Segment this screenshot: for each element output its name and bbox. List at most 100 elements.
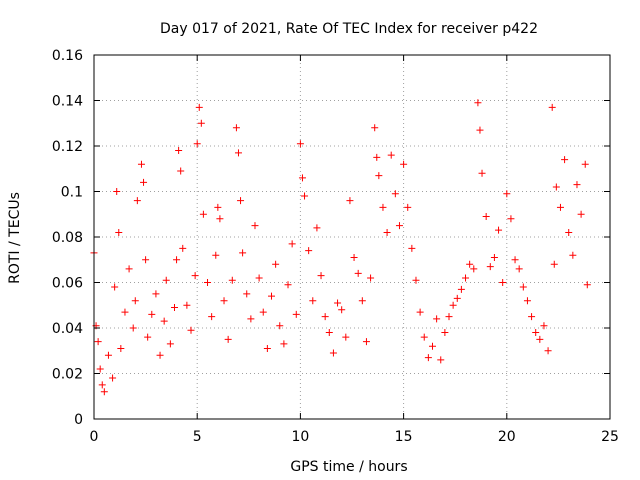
data-point: [544, 347, 552, 355]
y-tick-label: 0.04: [52, 321, 83, 337]
x-axis-ticks: 0 5 10 15 20 25: [90, 55, 619, 445]
data-point: [193, 140, 201, 148]
data-point: [511, 256, 519, 264]
data-point: [251, 222, 259, 230]
data-point: [212, 251, 220, 259]
y-tick-label: 0.06: [52, 276, 83, 292]
data-point: [144, 333, 152, 341]
data-point: [416, 308, 424, 316]
data-point: [449, 301, 457, 309]
data-point: [220, 297, 228, 305]
data-point: [247, 315, 255, 323]
y-tick-label: 0.14: [52, 94, 83, 110]
x-tick-label: 20: [498, 429, 516, 445]
data-point: [519, 283, 527, 291]
data-point: [375, 172, 383, 180]
data-point: [358, 297, 366, 305]
data-point: [173, 256, 181, 264]
data-point: [317, 272, 325, 280]
data-point: [350, 253, 358, 261]
data-point: [113, 188, 121, 195]
data-point: [441, 329, 449, 337]
data-point: [183, 301, 191, 309]
data-point: [177, 167, 185, 175]
y-axis-ticks: 0 0.02 0.04 0.06 0.08 0.1 0.12 0.14 0.16: [52, 48, 610, 428]
data-point: [561, 156, 569, 164]
data-point: [536, 335, 544, 343]
data-point: [109, 374, 117, 382]
data-point: [131, 297, 139, 305]
data-point: [556, 203, 564, 211]
data-point: [263, 344, 271, 352]
data-point: [462, 274, 470, 282]
data-point: [490, 253, 498, 261]
data-point: [550, 260, 558, 268]
data-point: [259, 308, 267, 316]
data-point: [296, 140, 304, 148]
data-point: [208, 313, 216, 321]
data-point: [228, 276, 236, 284]
data-point: [482, 213, 490, 221]
data-point: [581, 160, 589, 168]
data-point: [142, 256, 150, 264]
data-point: [383, 228, 391, 236]
data-point: [156, 351, 164, 359]
plot-frame: [93, 54, 611, 420]
data-point: [191, 272, 199, 280]
data-point: [284, 281, 292, 289]
data-point: [503, 190, 511, 198]
y-tick-label: 0: [74, 412, 83, 428]
data-point: [187, 326, 195, 334]
data-point: [373, 153, 381, 161]
data-point: [117, 344, 125, 352]
data-point: [234, 149, 242, 157]
data-point: [334, 299, 342, 307]
data-point: [305, 247, 313, 255]
data-point: [197, 119, 205, 127]
data-point: [474, 99, 482, 107]
data-point: [160, 317, 168, 325]
data-point: [362, 338, 370, 346]
data-point: [195, 103, 203, 111]
data-point: [408, 244, 416, 252]
data-point: [243, 290, 251, 298]
data-point: [237, 197, 245, 205]
data-point: [528, 313, 536, 321]
data-point: [125, 265, 133, 273]
data-point: [179, 244, 187, 252]
data-point: [342, 333, 350, 341]
data-point: [255, 274, 263, 282]
data-point: [495, 226, 503, 234]
y-tick-label: 0.12: [52, 139, 83, 155]
data-point: [354, 269, 362, 277]
data-point: [301, 192, 309, 200]
data-point: [515, 265, 523, 273]
x-tick-label: 15: [395, 429, 413, 445]
data-point: [137, 160, 145, 168]
data-point: [325, 329, 333, 337]
data-point: [540, 322, 548, 330]
data-point: [170, 304, 178, 312]
data-point: [457, 285, 465, 293]
data-point: [552, 183, 560, 191]
y-tick-label: 0.08: [52, 230, 83, 246]
data-point: [232, 124, 240, 132]
data-point: [338, 306, 346, 314]
data-point: [507, 215, 515, 223]
data-point: [548, 103, 556, 111]
data-point: [94, 338, 102, 346]
data-point: [104, 351, 112, 359]
data-point: [280, 340, 288, 348]
data-point: [276, 322, 284, 330]
data-point: [98, 381, 106, 389]
x-tick-label: 5: [193, 429, 202, 445]
data-point: [573, 181, 581, 189]
data-point: [100, 388, 108, 396]
data-point: [478, 169, 486, 177]
data-point: [313, 224, 321, 232]
data-point: [292, 310, 300, 318]
data-point: [470, 265, 478, 273]
data-point: [346, 197, 354, 205]
data-point: [453, 294, 461, 302]
